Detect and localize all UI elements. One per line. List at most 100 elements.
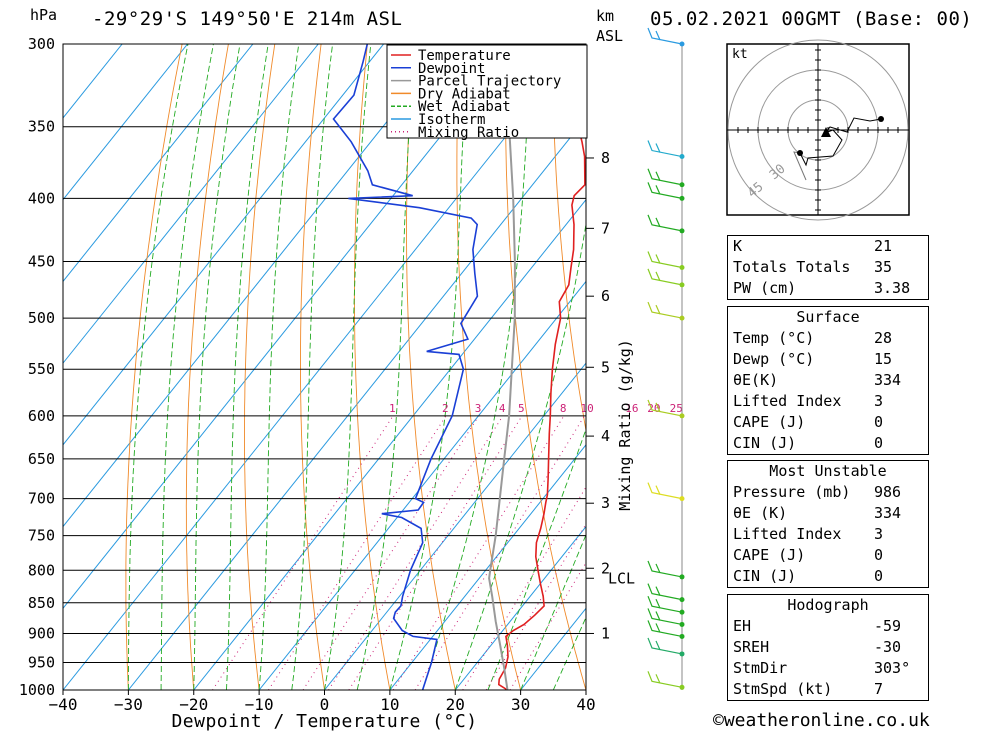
x-tick-label: 30 xyxy=(511,695,530,714)
most-unstable-row: CAPE (J) 0 xyxy=(728,545,928,566)
dry-adiabat-line xyxy=(244,44,276,690)
mixing-ratio-line xyxy=(348,415,523,690)
isotherm-line xyxy=(127,117,586,690)
lcl-label: LCL xyxy=(608,569,635,587)
mixing-ratio-label: 8 xyxy=(560,402,567,415)
x-tick-label: −40 xyxy=(49,695,78,714)
legend-entry: Temperature xyxy=(418,48,511,64)
mixing-ratio-label: 16 xyxy=(625,402,638,415)
wind-barb-flag xyxy=(655,640,661,651)
dry-adiabat-line xyxy=(125,44,183,690)
surface-panel: Surface Temp (°C) 28 Dewp (°C) 15 θE(K) 334 Li… xyxy=(727,306,929,455)
dry-adiabat-line xyxy=(185,44,229,690)
index-value: 21 xyxy=(874,237,893,255)
pressure-tick-label: 550 xyxy=(28,360,55,378)
most-unstable-title: Most Unstable xyxy=(769,462,887,480)
surface-value: 15 xyxy=(874,350,893,368)
wind-barb xyxy=(647,608,683,626)
km-tick-label: 3 xyxy=(601,494,610,512)
wind-barb xyxy=(647,140,683,158)
most-unstable-value: 3 xyxy=(874,525,884,543)
dry-adiabat-line xyxy=(970,44,1000,690)
surface-row: θE(K) 334 xyxy=(728,370,928,391)
wet-adiabat-line xyxy=(324,44,372,690)
wind-barb-flag xyxy=(655,171,661,182)
legend-entry: Dry Adiabat xyxy=(418,86,511,102)
wind-barb-flag xyxy=(655,304,661,315)
asl-unit-label: ASL xyxy=(596,27,623,45)
most-unstable-label: Lifted Index xyxy=(733,525,842,543)
index-label: K xyxy=(733,237,743,255)
wet-adiabat-line xyxy=(552,616,586,690)
pressure-tick-label: 700 xyxy=(28,490,55,508)
most-unstable-row: θE (K) 334 xyxy=(728,503,928,524)
surface-row: Lifted Index 3 xyxy=(728,391,928,412)
km-tick-label: 7 xyxy=(601,219,610,237)
storm-motion-marker xyxy=(821,127,831,137)
wet-adiabat-line xyxy=(225,44,269,690)
hodograph-stat-label: EH xyxy=(733,617,752,635)
hodograph-stat-row: StmSpd (kt) 7 xyxy=(728,679,928,700)
wet-adiabat-line xyxy=(520,533,586,690)
wet-adiabat-line xyxy=(258,44,300,690)
index-label: PW (cm) xyxy=(733,279,797,297)
wind-barb-flag xyxy=(655,254,661,264)
pressure-tick-label: 400 xyxy=(28,189,55,207)
wind-barb xyxy=(647,583,683,601)
wind-barb xyxy=(647,168,683,186)
mixing-ratio-label: 3 xyxy=(475,402,482,415)
surface-row: CIN (J) 0 xyxy=(728,433,928,454)
wind-barb-flag xyxy=(655,185,661,195)
index-row: K 21 xyxy=(728,236,928,257)
wind-barb xyxy=(647,214,683,232)
wind-barbs xyxy=(647,27,685,690)
most-unstable-label: CAPE (J) xyxy=(733,546,806,564)
isotherm-line xyxy=(454,525,586,690)
mixing-ratio-label: 1 xyxy=(389,402,396,415)
most-unstable-value: 334 xyxy=(874,504,902,522)
wind-barb xyxy=(647,27,683,45)
wet-adiabat-line xyxy=(291,44,334,690)
km-tick-label: 4 xyxy=(601,427,610,445)
surface-title: Surface xyxy=(796,308,860,326)
most-unstable-label: CIN (J) xyxy=(733,567,797,585)
hodograph-stat-value: -30 xyxy=(874,638,902,656)
hodograph-stats-title: Hodograph xyxy=(787,596,869,614)
dry-adiabat-line xyxy=(923,44,1000,690)
most-unstable-panel: Most Unstable Pressure (mb) 986 θE (K) 334 L… xyxy=(727,460,929,588)
hodograph-stat-label: SREH xyxy=(733,638,770,656)
pressure-tick-label: 350 xyxy=(28,118,55,136)
hodograph-top-point xyxy=(878,116,884,122)
isotherm-line xyxy=(63,44,123,119)
location-title: -29°29'S 149°50'E 214m ASL xyxy=(92,8,403,30)
wet-adiabat-line xyxy=(193,44,241,690)
wind-barb xyxy=(647,595,683,613)
wind-barb-flag xyxy=(655,598,661,609)
x-tick-label: −20 xyxy=(179,695,208,714)
pressure-tick-label: 800 xyxy=(28,561,55,579)
datetime-title: 05.02.2021 00GMT (Base: 00) xyxy=(650,8,973,30)
pressure-tick-label: 600 xyxy=(28,407,55,425)
surface-label: Dewp (°C) xyxy=(733,350,815,368)
isotherm-line xyxy=(63,44,515,610)
wind-barb xyxy=(647,182,683,199)
plot-frame xyxy=(62,43,587,691)
mixing-ratio-label: 5 xyxy=(518,402,525,415)
surface-label: CIN (J) xyxy=(733,434,797,452)
index-row: Totals Totals 35 xyxy=(728,257,928,278)
most-unstable-row: CIN (J) 0 xyxy=(728,566,928,587)
x-axis-title: Dewpoint / Temperature (°C) xyxy=(171,711,477,732)
km-unit-label: km xyxy=(596,7,614,25)
pressure-tick-label: 650 xyxy=(28,450,55,468)
copyright-text: ©weatheronline.co.uk xyxy=(713,710,930,731)
surface-row: Dewp (°C) 15 xyxy=(728,349,928,370)
surface-label: CAPE (J) xyxy=(733,413,806,431)
series-line-temperature xyxy=(497,115,586,690)
most-unstable-label: θE (K) xyxy=(733,504,788,522)
surface-value: 28 xyxy=(874,329,893,347)
wind-barb xyxy=(647,268,683,286)
mixing-ratio-label: 25 xyxy=(670,402,683,415)
